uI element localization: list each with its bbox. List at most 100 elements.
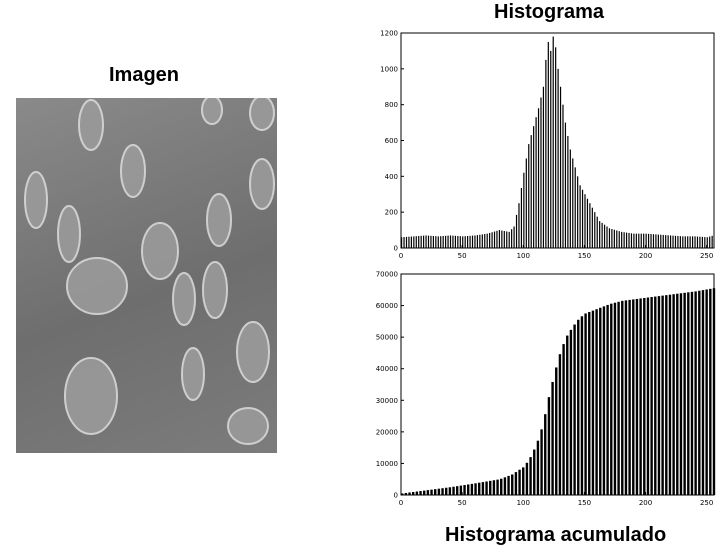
bar	[423, 235, 425, 248]
bar	[515, 214, 518, 248]
bar	[706, 237, 708, 248]
bar	[635, 233, 637, 248]
bar	[442, 235, 444, 248]
bar	[493, 231, 496, 248]
bar	[630, 233, 633, 248]
bar	[533, 126, 535, 248]
bar	[523, 172, 525, 248]
bar	[665, 295, 668, 495]
histogram-chart: 0 50 100 150 200 250 0 200 400 600 800 1000 1200	[380, 30, 715, 260]
bar	[462, 236, 464, 248]
bar	[591, 207, 593, 248]
bar	[500, 478, 503, 495]
bar	[447, 235, 449, 248]
y-tick-label: 1000	[380, 65, 398, 73]
bar	[498, 230, 501, 248]
bar	[525, 158, 527, 248]
bar	[691, 236, 694, 248]
bar	[683, 292, 686, 495]
bar	[672, 294, 675, 495]
bar	[712, 288, 716, 495]
bar	[613, 302, 617, 495]
bar	[665, 235, 667, 248]
bar	[408, 236, 410, 248]
y-tick-label: 30000	[376, 397, 398, 405]
bar	[419, 491, 422, 495]
bar	[633, 233, 635, 248]
y-tick-label: 400	[385, 173, 398, 181]
bar	[464, 236, 466, 248]
bar	[528, 144, 530, 248]
bar	[557, 68, 559, 248]
x-tick-label: 200	[639, 499, 652, 507]
bar	[679, 236, 681, 248]
bar	[459, 485, 463, 495]
bar	[580, 316, 584, 495]
x-tick-label: 50	[458, 252, 467, 260]
bar	[513, 226, 515, 248]
bar	[652, 234, 655, 248]
bar	[676, 293, 679, 495]
bar	[413, 236, 415, 248]
bar	[603, 224, 606, 248]
bar	[677, 235, 679, 248]
y-tick-label: 0	[394, 492, 398, 500]
bar	[478, 482, 481, 495]
bar	[594, 212, 596, 248]
bar	[581, 189, 584, 248]
bar	[412, 492, 415, 495]
bar	[555, 367, 558, 495]
bar	[558, 354, 562, 495]
bar	[533, 449, 536, 495]
bar	[525, 462, 529, 495]
y-tick-label: 600	[385, 137, 398, 145]
bar	[606, 304, 609, 495]
bar	[432, 235, 434, 248]
bar	[474, 235, 476, 248]
bar	[551, 381, 554, 495]
bar	[518, 469, 521, 495]
bar	[415, 236, 417, 248]
bar	[660, 234, 662, 248]
x-tick-label: 150	[578, 499, 591, 507]
bar	[655, 234, 657, 248]
bar	[405, 236, 408, 248]
bar	[476, 235, 479, 248]
bar	[471, 235, 474, 248]
bar	[684, 236, 686, 248]
bar	[694, 236, 696, 248]
bar	[434, 489, 437, 495]
bar	[632, 299, 635, 495]
bar	[696, 236, 699, 248]
bar	[496, 230, 498, 248]
bar	[584, 313, 587, 495]
bar	[639, 298, 642, 495]
bar	[661, 295, 664, 495]
bar	[470, 483, 474, 495]
bar	[679, 293, 683, 495]
microscopy-image	[16, 95, 277, 453]
bar	[657, 234, 659, 248]
histogram-title: Histograma	[494, 1, 605, 23]
bar	[503, 477, 507, 495]
x-tick-label: 100	[517, 499, 530, 507]
bar	[550, 50, 552, 249]
bar	[430, 489, 433, 495]
bar	[530, 135, 532, 248]
y-tick-label: 200	[385, 209, 398, 217]
bar	[452, 486, 455, 495]
bar	[662, 234, 664, 248]
bar	[701, 236, 703, 248]
bar	[711, 235, 713, 248]
bar	[586, 198, 589, 248]
bar	[621, 300, 624, 495]
bar	[623, 232, 625, 248]
bar	[445, 235, 447, 248]
x-tick-label: 150	[578, 252, 591, 260]
bar	[559, 86, 562, 248]
bar	[486, 233, 488, 248]
x-tick-label: 200	[639, 252, 652, 260]
bar	[456, 486, 459, 495]
bar	[544, 414, 547, 495]
bar	[401, 237, 403, 248]
